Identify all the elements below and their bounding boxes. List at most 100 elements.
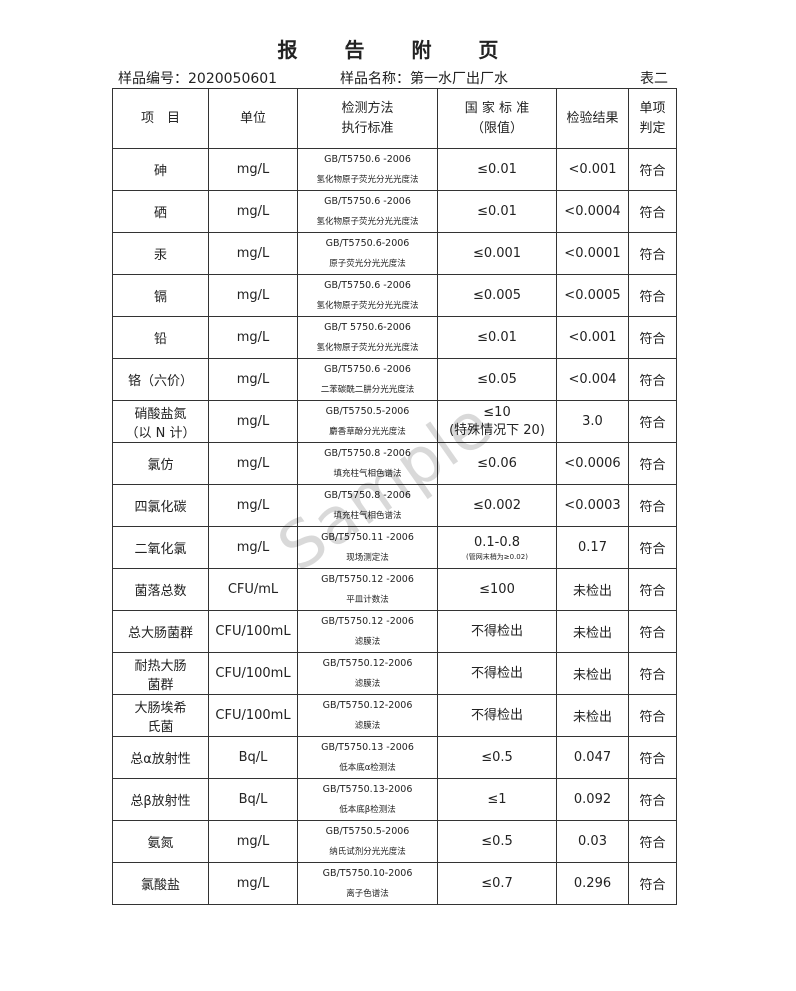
item-cell: 大肠埃希 氏菌 <box>112 694 209 737</box>
limit-cell: ≤0.001 <box>437 232 557 275</box>
method-cell: GB/T5750.13-2006 低本底β检测法 <box>297 778 438 821</box>
result-cell: 0.047 <box>556 736 629 779</box>
table-row: 砷 mg/L GB/T5750.6 -2006 氢化物原子荧光分光光度法 ≤0.01 <0… <box>112 148 677 191</box>
item-cell: 砷 <box>112 148 209 191</box>
judgement-cell: 符合 <box>628 820 677 863</box>
limit-cell: ≤0.01 <box>437 190 557 233</box>
judgement-cell: 符合 <box>628 484 677 527</box>
table-id: 表二 <box>640 71 668 87</box>
method-cell: GB/T5750.12-2006 滤膜法 <box>297 652 438 695</box>
method-name: 氢化物原子荧光分光光度法 <box>316 174 419 185</box>
method-name: 平皿计数法 <box>346 594 389 605</box>
limit-cell: ≤0.7 <box>437 862 557 905</box>
limit-value: ≤10 (特殊情况下 20) <box>449 404 545 438</box>
method-cell: GB/T5750.6 -2006 氢化物原子荧光分光光度法 <box>297 148 438 191</box>
item-cell: 铬（六价） <box>112 358 209 401</box>
method-name: 低本底α检测法 <box>339 762 396 773</box>
limit-value: ≤0.005 <box>472 287 522 303</box>
table-row: 四氯化碳 mg/L GB/T5750.8 -2006 填充柱气相色谱法 ≤0.002 <0… <box>112 484 677 527</box>
table-row: 耐热大肠 菌群 CFU/100mL GB/T5750.12-2006 滤膜法 不得检出 未… <box>112 652 677 695</box>
standard-code: GB/T5750.11 -2006 <box>321 531 414 543</box>
column-header: 检测方法 执行标准 <box>297 88 438 149</box>
limit-value: ≤0.7 <box>481 875 513 891</box>
table-row: 硝酸盐氮 （以 N 计） mg/L GB/T5750.5-2006 麝香草酚分光光度法… <box>112 400 677 443</box>
standard-code: GB/T5750.13-2006 <box>322 783 413 795</box>
item-cell: 耐热大肠 菌群 <box>112 652 209 695</box>
limit-cell: ≤0.01 <box>437 148 557 191</box>
method-cell: GB/T5750.8 -2006 填充柱气相色谱法 <box>297 442 438 485</box>
result-cell: <0.0004 <box>556 190 629 233</box>
limit-value: ≤0.01 <box>477 203 517 219</box>
result-cell: 0.296 <box>556 862 629 905</box>
limit-cell: ≤100 <box>437 568 557 611</box>
method-name: 现场测定法 <box>346 552 389 563</box>
standard-code: GB/T5750.6 -2006 <box>324 279 411 291</box>
limit-cell: 0.1-0.8 (管网末梢为≥0.02) <box>437 526 557 569</box>
standard-code: GB/T5750.12-2006 <box>322 699 413 711</box>
unit-cell: mg/L <box>208 526 298 569</box>
result-cell: 未检出 <box>556 568 629 611</box>
method-name: 纳氏试剂分光光度法 <box>329 846 406 857</box>
standard-code: GB/T5750.5-2006 <box>325 405 410 417</box>
judgement-cell: 符合 <box>628 190 677 233</box>
table-row: 硒 mg/L GB/T5750.6 -2006 氢化物原子荧光分光光度法 ≤0.01 <0… <box>112 190 677 233</box>
item-cell: 氨氮 <box>112 820 209 863</box>
item-cell: 二氧化氯 <box>112 526 209 569</box>
unit-cell: mg/L <box>208 820 298 863</box>
result-cell: 0.03 <box>556 820 629 863</box>
table-row: 总β放射性 Bq/L GB/T5750.13-2006 低本底β检测法 ≤1 0.092 符… <box>112 778 677 821</box>
limit-cell: 不得检出 <box>437 694 557 737</box>
table-row: 氯酸盐 mg/L GB/T5750.10-2006 离子色谱法 ≤0.7 0.296 符合 <box>112 862 677 905</box>
limit-value: ≤1 <box>487 791 507 807</box>
unit-cell: Bq/L <box>208 736 298 779</box>
unit-cell: CFU/mL <box>208 568 298 611</box>
method-cell: GB/T5750.13 -2006 低本底α检测法 <box>297 736 438 779</box>
method-cell: GB/T5750.6-2006 原子荧光分光光度法 <box>297 232 438 275</box>
method-name: 滤膜法 <box>354 678 381 689</box>
unit-cell: mg/L <box>208 148 298 191</box>
result-cell: <0.001 <box>556 148 629 191</box>
limit-value: ≤0.05 <box>477 371 517 387</box>
standard-code: GB/T5750.6 -2006 <box>324 153 411 165</box>
column-header: 检验结果 <box>556 88 629 149</box>
judgement-cell: 符合 <box>628 274 677 317</box>
result-cell: <0.0001 <box>556 232 629 275</box>
limit-cell: ≤0.5 <box>437 736 557 779</box>
standard-code: GB/T5750.6-2006 <box>325 237 410 249</box>
table-row: 氯仿 mg/L GB/T5750.8 -2006 填充柱气相色谱法 ≤0.06 <0.00… <box>112 442 677 485</box>
judgement-cell: 符合 <box>628 316 677 359</box>
method-name: 填充柱气相色谱法 <box>333 510 402 521</box>
unit-cell: CFU/100mL <box>208 694 298 737</box>
table-row: 铬（六价） mg/L GB/T5750.6 -2006 二苯碳酰二肼分光光度法 ≤0.0… <box>112 358 677 401</box>
limit-cell: ≤0.06 <box>437 442 557 485</box>
unit-cell: mg/L <box>208 274 298 317</box>
item-cell: 氯仿 <box>112 442 209 485</box>
item-cell: 总α放射性 <box>112 736 209 779</box>
limit-cell: ≤0.01 <box>437 316 557 359</box>
table-row: 氨氮 mg/L GB/T5750.5-2006 纳氏试剂分光光度法 ≤0.5 0.03 符合 <box>112 820 677 863</box>
standard-code: GB/T 5750.6-2006 <box>324 321 411 333</box>
item-cell: 镉 <box>112 274 209 317</box>
standard-code: GB/T5750.6 -2006 <box>324 363 411 375</box>
result-cell: <0.0003 <box>556 484 629 527</box>
method-cell: GB/T5750.12 -2006 滤膜法 <box>297 610 438 653</box>
method-cell: GB/T5750.11 -2006 现场测定法 <box>297 526 438 569</box>
item-cell: 四氯化碳 <box>112 484 209 527</box>
table-row: 铅 mg/L GB/T 5750.6-2006 氢化物原子荧光分光光度法 ≤0.01 <0… <box>112 316 677 359</box>
judgement-cell: 符合 <box>628 442 677 485</box>
method-cell: GB/T5750.12-2006 滤膜法 <box>297 694 438 737</box>
result-cell: 0.092 <box>556 778 629 821</box>
judgement-cell: 符合 <box>628 736 677 779</box>
judgement-cell: 符合 <box>628 400 677 443</box>
limit-value: 0.1-0.8 <box>473 534 521 550</box>
table-row: 二氧化氯 mg/L GB/T5750.11 -2006 现场测定法 0.1-0.8 (管网… <box>112 526 677 569</box>
standard-code: GB/T5750.12 -2006 <box>321 615 414 627</box>
table-row: 大肠埃希 氏菌 CFU/100mL GB/T5750.12-2006 滤膜法 不得检出 未… <box>112 694 677 737</box>
method-name: 原子荧光分光光度法 <box>329 258 406 269</box>
unit-cell: mg/L <box>208 442 298 485</box>
result-cell: <0.001 <box>556 316 629 359</box>
item-cell: 菌落总数 <box>112 568 209 611</box>
limit-cell: ≤0.05 <box>437 358 557 401</box>
item-cell: 氯酸盐 <box>112 862 209 905</box>
column-header: 单项 判定 <box>628 88 677 149</box>
